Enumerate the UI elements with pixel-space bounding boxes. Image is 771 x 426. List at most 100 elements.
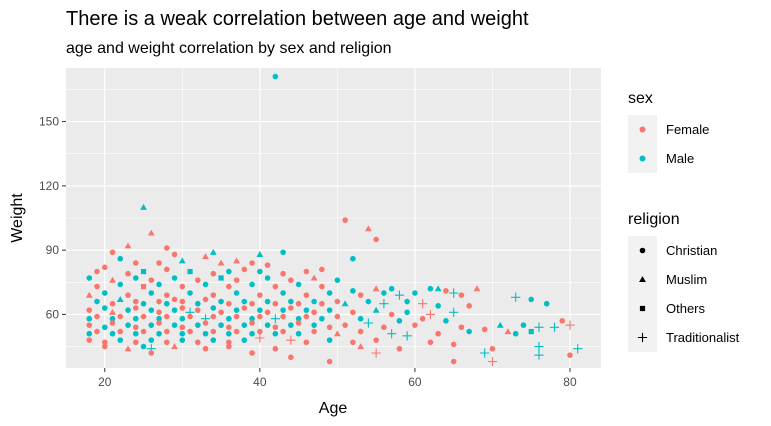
data-point (404, 309, 410, 316)
data-point (109, 276, 116, 283)
data-point (147, 229, 155, 236)
data-point (394, 290, 405, 300)
data-point (559, 318, 566, 324)
data-point (140, 313, 147, 320)
data-point (156, 330, 162, 337)
legend-title-sex: sex (628, 90, 653, 107)
data-point (458, 292, 465, 298)
data-point (402, 331, 412, 341)
data-point (241, 337, 248, 343)
data-point (303, 339, 310, 346)
legend-label: Muslim (666, 272, 707, 287)
data-point (171, 275, 178, 281)
data-point (295, 315, 302, 322)
data-point (140, 343, 147, 350)
data-point (264, 322, 271, 328)
data-point (449, 288, 459, 298)
data-point (480, 348, 490, 358)
data-point (534, 350, 544, 360)
x-tick-label: 40 (253, 375, 267, 389)
x-tick-label: 60 (408, 375, 422, 389)
data-point (148, 290, 155, 296)
data-point (156, 309, 162, 316)
data-point (418, 299, 428, 309)
legend-swatch (639, 155, 646, 162)
data-point (357, 292, 364, 298)
data-point (86, 315, 93, 322)
data-point (94, 268, 100, 275)
data-point (101, 305, 108, 311)
data-point (372, 306, 380, 313)
data-point (334, 277, 341, 283)
data-point (534, 341, 544, 352)
data-point (449, 307, 459, 317)
data-point (117, 313, 124, 320)
data-point (272, 73, 279, 80)
data-point (319, 283, 325, 290)
data-point (85, 291, 93, 298)
data-point (567, 352, 573, 358)
data-point (94, 328, 100, 335)
data-point (132, 339, 139, 346)
data-point (249, 260, 255, 266)
data-point (363, 318, 373, 328)
data-point (371, 348, 381, 358)
data-point (233, 257, 240, 264)
data-point (270, 314, 280, 324)
data-point (210, 313, 217, 320)
data-point (101, 290, 108, 296)
data-point (326, 307, 333, 313)
data-point (249, 350, 255, 356)
data-point (504, 328, 512, 335)
data-point (179, 283, 186, 290)
data-point (86, 337, 93, 343)
data-point (350, 309, 356, 316)
data-point (364, 225, 372, 232)
data-point (132, 298, 139, 305)
data-point (319, 266, 325, 273)
data-point (101, 339, 108, 346)
data-point (195, 339, 201, 346)
data-point (140, 300, 147, 307)
data-point (86, 275, 93, 281)
data-point (280, 270, 286, 277)
data-point (226, 315, 232, 322)
data-point (148, 350, 155, 356)
y-tick-label: 90 (46, 243, 60, 257)
data-point (233, 290, 240, 296)
data-point (117, 255, 124, 262)
y-tick-label: 120 (39, 179, 59, 193)
data-point (288, 277, 294, 283)
legend-label: Male (666, 151, 694, 166)
data-point (86, 322, 93, 328)
data-point (163, 339, 170, 346)
data-point (163, 266, 170, 273)
data-point (125, 307, 131, 313)
data-point (280, 307, 286, 313)
data-point (280, 313, 286, 320)
data-point (249, 320, 255, 326)
data-point (195, 277, 201, 283)
data-point (210, 337, 217, 343)
data-point (311, 309, 317, 316)
data-point (226, 300, 232, 307)
data-point (350, 288, 356, 294)
data-point (280, 290, 286, 296)
data-point (256, 251, 264, 257)
legend-label: Female (666, 122, 709, 137)
data-point (109, 300, 116, 307)
data-point (140, 203, 147, 210)
data-point (171, 343, 178, 350)
data-point (319, 315, 325, 322)
x-axis: 20 40 60 80 (98, 368, 577, 389)
data-point (116, 296, 124, 302)
data-point (303, 307, 310, 313)
data-point (427, 285, 434, 292)
data-point (156, 298, 162, 305)
data-point (241, 305, 248, 311)
data-point (381, 324, 387, 331)
data-point (101, 343, 108, 350)
data-point (117, 328, 124, 335)
data-point (233, 277, 240, 283)
data-point (334, 313, 341, 320)
